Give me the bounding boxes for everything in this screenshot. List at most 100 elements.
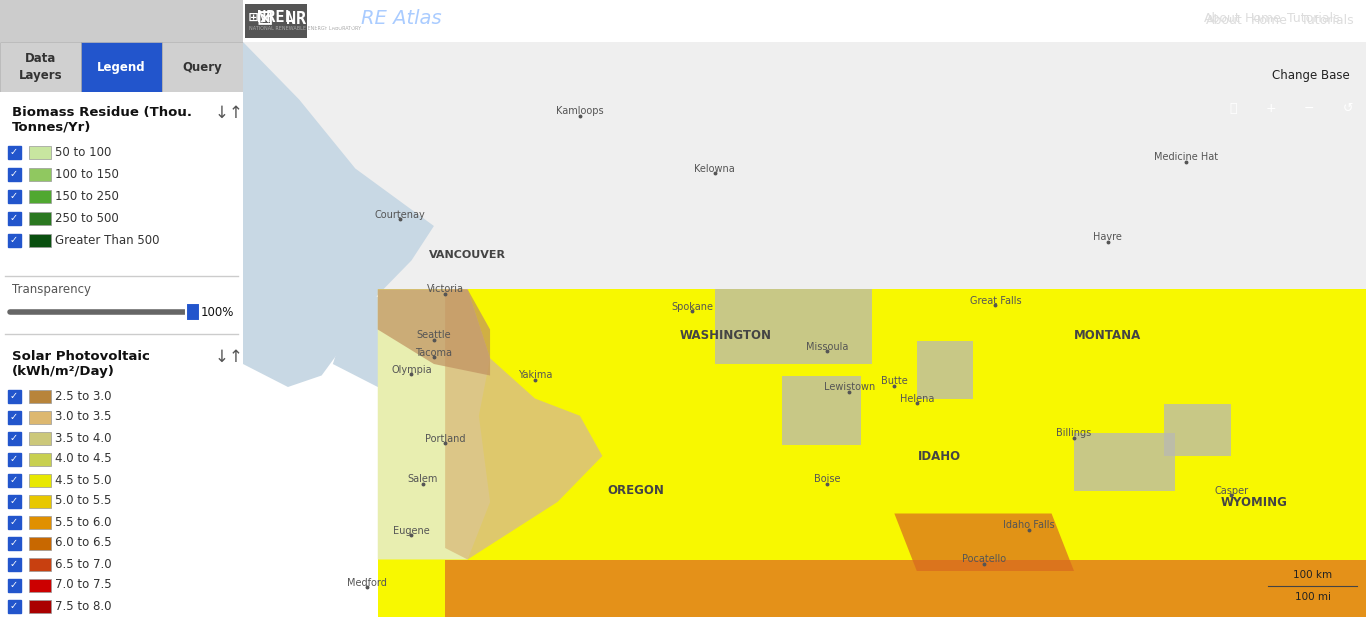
Text: ⊠: ⊠	[257, 9, 273, 28]
Bar	[245, 4, 307, 38]
Text: 4.5 to 5.0: 4.5 to 5.0	[55, 473, 112, 486]
Text: ↓: ↓	[214, 104, 229, 122]
Text: 100 to 150: 100 to 150	[55, 167, 119, 181]
Text: 100%: 100%	[201, 305, 235, 318]
Text: 3.5 to 4.0: 3.5 to 4.0	[55, 431, 112, 444]
Text: NATIONAL RENEWABLE ENERGY LABORATORY: NATIONAL RENEWABLE ENERGY LABORATORY	[249, 26, 361, 31]
Text: ✓: ✓	[10, 538, 18, 548]
Bar	[29, 146, 51, 159]
Bar	[7, 189, 20, 202]
Text: 2.5 to 3.0: 2.5 to 3.0	[55, 389, 112, 402]
Text: 5.5 to 6.0: 5.5 to 6.0	[55, 515, 112, 529]
Text: ✓: ✓	[10, 191, 18, 201]
Text: Eugene: Eugene	[393, 526, 430, 536]
Text: Data
Layers: Data Layers	[19, 52, 63, 81]
Text: 7.0 to 7.5: 7.0 to 7.5	[55, 579, 112, 592]
Text: 5.0 to 5.5: 5.0 to 5.5	[55, 494, 112, 508]
Text: Legend: Legend	[97, 60, 146, 73]
Text: 6.5 to 7.0: 6.5 to 7.0	[55, 558, 112, 571]
Bar	[0, 42, 81, 92]
Text: Havre: Havre	[1093, 233, 1121, 242]
Bar	[7, 233, 20, 247]
Text: 4.0 to 4.5: 4.0 to 4.5	[55, 452, 112, 465]
Bar	[7, 410, 20, 423]
Text: ↑: ↑	[229, 104, 243, 122]
Bar	[7, 558, 20, 571]
Bar	[29, 189, 51, 202]
Text: Tacoma: Tacoma	[415, 347, 452, 357]
Bar	[714, 289, 872, 364]
Text: ✓: ✓	[10, 433, 18, 443]
Text: ✓: ✓	[10, 559, 18, 569]
Text: 3.0 to 3.5: 3.0 to 3.5	[55, 410, 112, 423]
Bar	[917, 341, 973, 399]
Text: ✓: ✓	[10, 169, 18, 179]
Bar	[7, 473, 20, 486]
Bar	[783, 376, 861, 444]
Text: 250 to 500: 250 to 500	[55, 212, 119, 225]
Text: Courtenay: Courtenay	[374, 210, 426, 220]
Text: Billings: Billings	[1056, 428, 1091, 438]
Bar	[29, 410, 51, 423]
Text: ✓: ✓	[10, 147, 18, 157]
Text: 🔍: 🔍	[1229, 102, 1236, 115]
Text: 50 to 100: 50 to 100	[55, 146, 112, 159]
Bar	[7, 146, 20, 159]
Text: Tutorials: Tutorials	[1287, 12, 1340, 25]
Text: ✓: ✓	[10, 454, 18, 464]
Text: Solar Photovoltaic
(kWh/m²/Day): Solar Photovoltaic (kWh/m²/Day)	[12, 350, 150, 378]
Bar	[81, 42, 163, 92]
Polygon shape	[333, 295, 445, 387]
Text: Biomass Residue (Thou.
Tonnes/Yr): Biomass Residue (Thou. Tonnes/Yr)	[12, 106, 193, 134]
Text: +: +	[1266, 102, 1276, 115]
Bar	[0, 0, 243, 42]
Text: Casper: Casper	[1214, 486, 1249, 495]
Bar	[29, 558, 51, 571]
Bar	[29, 431, 51, 444]
Bar	[7, 389, 20, 402]
Polygon shape	[895, 513, 1074, 571]
Text: RE Atlas: RE Atlas	[316, 11, 407, 31]
Text: Medford: Medford	[347, 578, 387, 587]
Text: ↓: ↓	[214, 348, 229, 366]
Text: Query: Query	[183, 60, 223, 73]
Bar	[7, 579, 20, 592]
Text: Pocatello: Pocatello	[962, 555, 1007, 565]
Text: ⊞NREL: ⊞NREL	[249, 10, 295, 25]
Bar	[163, 42, 243, 92]
Bar	[29, 452, 51, 465]
Bar	[7, 600, 20, 613]
Bar	[7, 431, 20, 444]
Bar	[7, 494, 20, 508]
Text: About: About	[1206, 15, 1243, 28]
Text: Lewistown: Lewistown	[824, 382, 876, 392]
Bar	[29, 389, 51, 402]
Text: Salem: Salem	[407, 474, 438, 484]
Text: Great Falls: Great Falls	[970, 296, 1022, 306]
Text: Seattle: Seattle	[417, 330, 451, 340]
Text: ✓: ✓	[10, 213, 18, 223]
Text: 150 to 250: 150 to 250	[55, 189, 119, 202]
Text: ✓: ✓	[10, 580, 18, 590]
Bar	[29, 212, 51, 225]
Polygon shape	[378, 289, 490, 376]
Bar	[29, 515, 51, 529]
Text: −: −	[1305, 102, 1314, 115]
Text: About: About	[1205, 12, 1242, 25]
Bar	[29, 494, 51, 508]
Text: Change Base: Change Base	[1272, 68, 1350, 81]
Bar	[186, 303, 199, 321]
Text: Home: Home	[1244, 12, 1281, 25]
Text: ✓: ✓	[10, 475, 18, 485]
Text: Greater Than 500: Greater Than 500	[55, 233, 160, 247]
Bar	[29, 600, 51, 613]
Text: Missoula: Missoula	[806, 342, 848, 352]
Bar	[378, 289, 1366, 617]
Polygon shape	[378, 289, 490, 560]
Bar	[29, 537, 51, 550]
Text: Helena: Helena	[900, 394, 934, 404]
Text: Kamloops: Kamloops	[556, 106, 604, 116]
Text: ✓: ✓	[10, 235, 18, 245]
Text: 100 km: 100 km	[1294, 569, 1332, 579]
Bar	[7, 515, 20, 529]
